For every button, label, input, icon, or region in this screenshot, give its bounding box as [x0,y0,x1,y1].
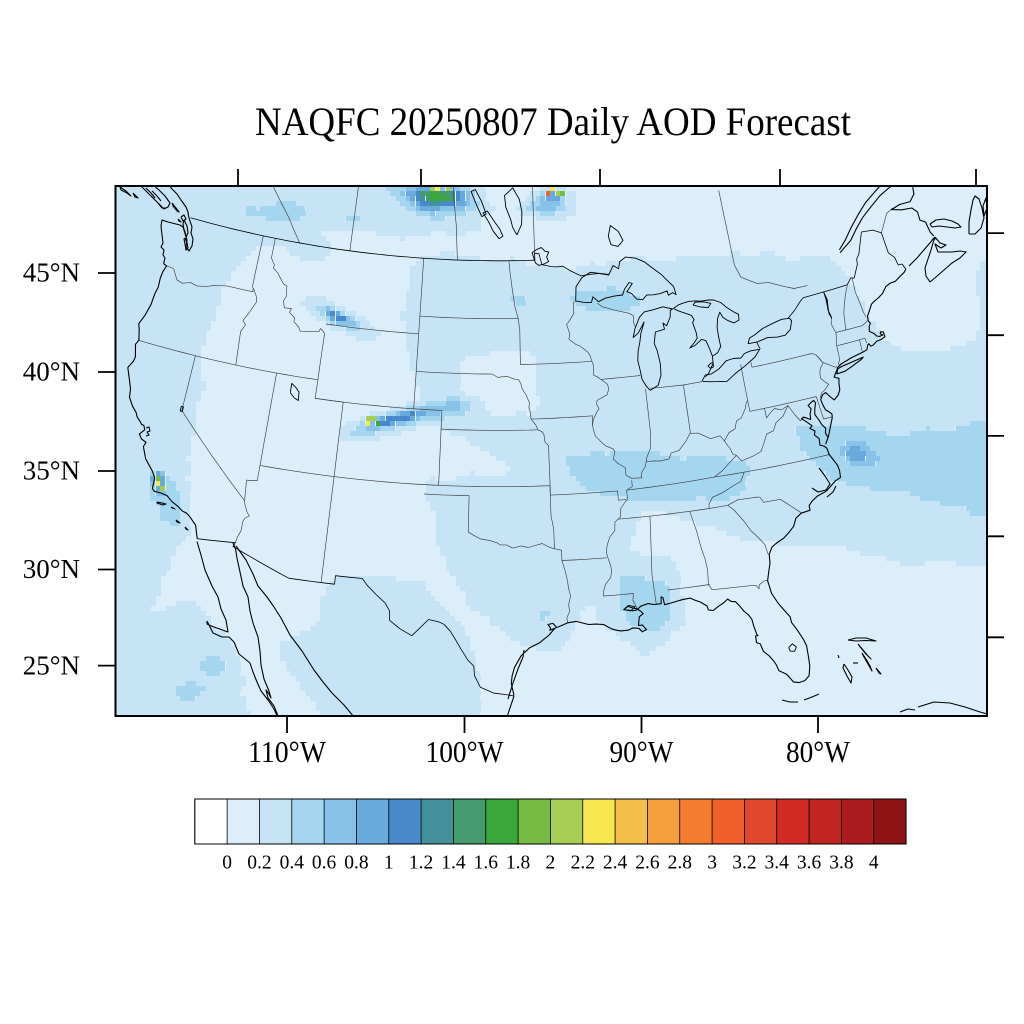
svg-text:NAQFC 20250807 Daily AOD Forec: NAQFC 20250807 Daily AOD Forecast [255,99,851,144]
svg-text:1.8: 1.8 [506,853,530,874]
svg-text:3.4: 3.4 [765,853,790,874]
svg-text:100°W: 100°W [426,734,505,769]
svg-text:2.6: 2.6 [635,853,660,874]
svg-text:30°N: 30°N [23,554,80,584]
svg-text:0: 0 [222,853,232,874]
svg-text:2.4: 2.4 [603,853,628,874]
svg-text:0.4: 0.4 [280,853,305,874]
svg-text:4: 4 [869,853,879,874]
svg-text:110°W: 110°W [248,734,327,769]
svg-text:2.8: 2.8 [668,853,692,874]
svg-text:2: 2 [546,853,556,874]
svg-text:35°N: 35°N [23,456,80,486]
svg-text:1.6: 1.6 [474,853,499,874]
svg-text:1.2: 1.2 [409,853,433,874]
svg-text:1: 1 [384,853,394,874]
svg-text:2.2: 2.2 [571,853,595,874]
svg-text:0.6: 0.6 [312,853,337,874]
svg-text:40°N: 40°N [23,357,80,387]
svg-text:1.4: 1.4 [441,853,466,874]
svg-text:25°N: 25°N [23,650,80,680]
svg-text:45°N: 45°N [23,258,80,288]
svg-text:3.6: 3.6 [797,853,822,874]
svg-text:3.2: 3.2 [732,853,756,874]
svg-text:3.8: 3.8 [829,853,853,874]
svg-text:3: 3 [707,853,717,874]
svg-text:90°W: 90°W [610,734,675,769]
svg-text:0.2: 0.2 [247,853,271,874]
svg-text:0.8: 0.8 [344,853,368,874]
svg-text:80°W: 80°W [786,734,851,769]
